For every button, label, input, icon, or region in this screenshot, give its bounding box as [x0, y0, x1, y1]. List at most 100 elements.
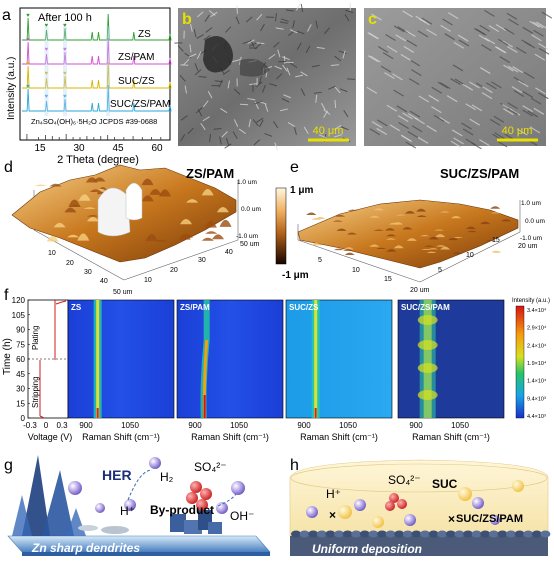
h-cross-2: ×	[448, 512, 455, 526]
afm-peak	[85, 177, 98, 183]
raman-cbar-ticks: 3.4×10⁴ 2.9×10⁴ 2.4×10⁴ 1.9×10⁴ 1.4×10⁴ 9.4×1…	[527, 307, 547, 420]
sem-ridge	[397, 115, 409, 123]
sem-ridge	[386, 104, 398, 112]
sem-flake	[300, 71, 308, 77]
sem-flake	[196, 51, 202, 60]
afm-peak	[369, 215, 380, 218]
afm-peak	[204, 220, 217, 228]
afm-peak	[393, 245, 404, 249]
sem-ridge	[444, 33, 456, 41]
sem-ridge	[452, 64, 464, 72]
sem-flake	[281, 98, 290, 103]
raman-ytick: 45	[16, 370, 25, 379]
zn-deposit	[368, 530, 379, 538]
sem-ridge	[446, 95, 458, 103]
sem-ridge	[407, 131, 419, 139]
sem-ridge	[533, 29, 544, 37]
sem-ridge	[494, 46, 506, 54]
sem-ridge	[370, 55, 381, 63]
xrd-marker: ♥	[26, 61, 30, 67]
raman-cbar-tick: 1.4×10⁴	[527, 378, 547, 385]
sem-flake	[238, 128, 247, 135]
sem-ridge	[533, 107, 545, 115]
sem-flake	[200, 122, 206, 131]
sem-ridge	[418, 95, 430, 103]
sem-ridge	[371, 13, 382, 21]
sem-ridge	[407, 113, 419, 121]
sem-ridge	[409, 110, 421, 118]
sem-flake	[256, 117, 264, 123]
afm-peak	[49, 183, 62, 187]
afm-zspam: ZS/PAM 1.0 um 0.0 um -1.0 um 10 20 30 40…	[11, 164, 261, 296]
sem-flake	[233, 88, 241, 95]
raman-map	[285, 299, 393, 419]
sem-flake	[342, 50, 346, 59]
sem-flake	[276, 73, 283, 80]
sem-image-c: 40 μm	[364, 8, 553, 150]
raman-ytick: 0	[21, 414, 26, 423]
xrd-marker: ♥	[45, 94, 49, 100]
sem-ridge	[433, 114, 445, 122]
sem-ridge	[522, 90, 534, 98]
xrd-ylabel: Intensity (a.u.)	[6, 57, 17, 120]
sem-flake	[256, 13, 263, 21]
raman-cbar-tick: 3.4×10⁴	[527, 307, 547, 314]
sem-flake	[221, 131, 228, 138]
h2-label: H₂	[160, 470, 174, 484]
sem-ridge	[524, 71, 535, 79]
sem-flake	[209, 134, 211, 143]
sem-ridge	[411, 125, 423, 133]
sem-ridge	[496, 140, 508, 148]
oh-label: OH⁻	[230, 509, 254, 523]
sem-ridge	[447, 12, 459, 20]
sem-flake	[321, 102, 326, 111]
scalebar-b-label: 40 μm	[313, 125, 344, 137]
afm-peak	[186, 199, 199, 203]
sem-flake	[274, 142, 278, 151]
xrd-traces: ♥ ♥ ♥ ♥ ♥ ♥ ♥ ♥ ♥ ♥ ♥ ♥	[22, 13, 172, 140]
afm-peak	[386, 249, 397, 252]
sem-flake	[324, 27, 330, 35]
sem-ridge	[397, 26, 408, 34]
zn-ion	[354, 499, 366, 511]
sem-flake	[311, 64, 320, 68]
sem-ridge	[504, 27, 515, 35]
suc-molecule	[512, 480, 524, 492]
afm-peak	[491, 250, 502, 253]
sem-ridge	[369, 128, 381, 136]
afm-e-y-15: 15	[492, 237, 500, 244]
sem-ridge	[535, 87, 546, 95]
sem-flake	[305, 45, 311, 54]
raman-xtick: 900	[188, 421, 202, 430]
afm-peak	[89, 189, 102, 192]
sem-ridge	[431, 106, 442, 114]
sem-flake	[343, 110, 349, 118]
raman-map	[176, 299, 284, 419]
sem-ridge	[482, 86, 493, 94]
voltage-tick-pos: 0.3	[56, 421, 68, 430]
raman-xtick: 900	[409, 421, 423, 430]
sem-ridge	[479, 139, 490, 147]
sem-ridge	[417, 30, 429, 38]
raman-peak-core	[96, 300, 100, 418]
raman-ytick: 90	[16, 326, 25, 335]
sem-ridge	[527, 110, 539, 118]
sem-flake	[250, 39, 255, 48]
sem-flake	[292, 20, 295, 29]
zn-deposit	[445, 530, 456, 538]
sem-ridge	[507, 45, 518, 54]
h-electrolyte-label: SUC/ZS/PAM	[456, 513, 523, 525]
sem-flake	[283, 94, 292, 99]
dendrite	[22, 455, 50, 536]
sem-ridge	[506, 12, 518, 20]
sem-flake	[260, 23, 265, 32]
zn-deposit	[471, 530, 482, 538]
raman-xtick: 1050	[451, 421, 469, 430]
sem-flake	[235, 16, 240, 25]
sem-flake	[202, 100, 209, 108]
afm-peak	[86, 214, 99, 217]
raman-map-title: ZS/PAM	[180, 303, 210, 312]
sem-ridge	[522, 26, 534, 34]
afm-peak	[34, 184, 47, 187]
raman-map-title: SUC/ZS/PAM	[401, 303, 450, 312]
